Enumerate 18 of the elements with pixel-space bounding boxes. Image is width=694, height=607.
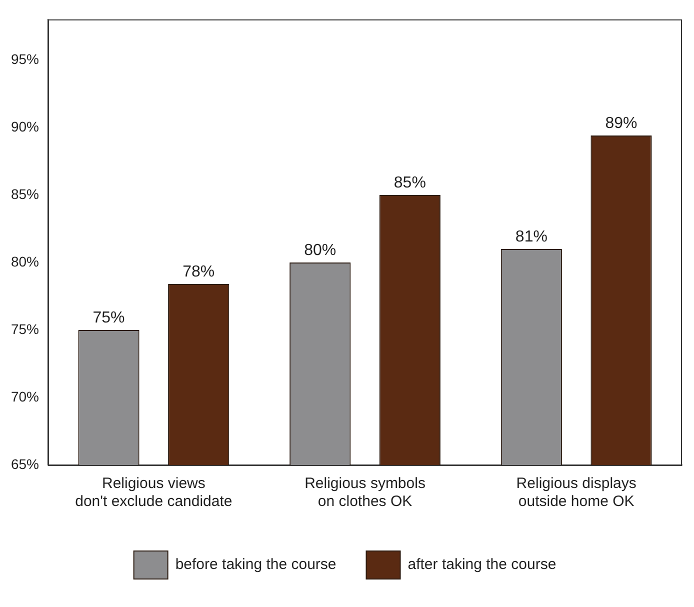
data-label: 80%	[304, 242, 336, 259]
x-tick-label: Religious displays outside home OK	[516, 475, 636, 510]
data-label: 78%	[182, 263, 215, 280]
y-tick-label: 90%	[10, 118, 40, 134]
legend-label: after taking the course	[408, 556, 556, 574]
data-label: 81%	[515, 228, 548, 246]
y-tick-label: 80%	[10, 253, 40, 270]
legend-label: before taking the course	[175, 556, 336, 574]
x-tick-label: Religious views don't exclude candidate	[75, 475, 232, 510]
y-tick-label: 70%	[10, 388, 40, 404]
data-label: 85%	[394, 174, 426, 192]
x-tick-label: Religious symbols on clothes OK	[304, 475, 426, 510]
data-label: 75%	[92, 309, 125, 326]
y-tick-label: 65%	[10, 456, 40, 472]
y-tick-label: 95%	[10, 50, 40, 67]
y-tick-label: 75%	[10, 320, 40, 337]
y-tick-label: 85%	[10, 186, 40, 202]
data-label: 89%	[605, 114, 638, 132]
